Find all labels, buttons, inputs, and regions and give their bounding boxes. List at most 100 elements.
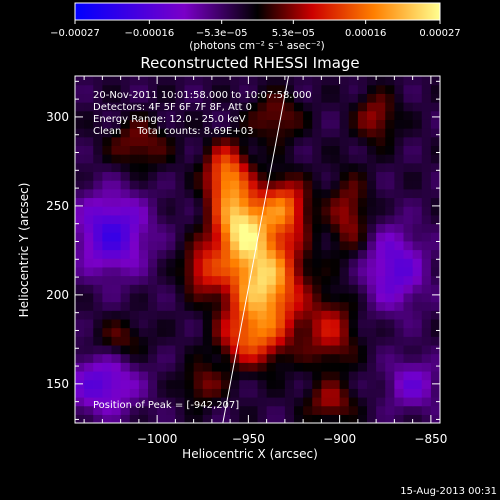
heatmap-cell [138, 388, 149, 398]
heatmap-cell [75, 344, 85, 355]
heatmap-cell [321, 154, 332, 164]
heatmap-cell [221, 110, 231, 120]
heatmap-cell [239, 388, 249, 398]
heatmap-cell [175, 266, 186, 277]
heatmap-cell [321, 102, 332, 112]
heatmap-cell [239, 128, 249, 138]
heatmap-cell [412, 336, 423, 346]
heatmap-cell [430, 301, 440, 311]
heatmap-cell [294, 232, 304, 242]
heatmap-cell [266, 327, 277, 337]
heatmap-cell [221, 214, 231, 225]
heatmap-cell [193, 396, 204, 407]
heatmap-cell [248, 353, 259, 363]
heatmap-cell [303, 119, 313, 129]
heatmap-cell [148, 93, 158, 103]
colorbar-tick-label: 0.00016 [345, 28, 386, 39]
heatmap-cell [367, 154, 377, 164]
heatmap-cell [239, 162, 249, 173]
heatmap-cell [376, 197, 386, 207]
heatmap-cell [339, 301, 350, 311]
heatmap-cell [403, 128, 414, 138]
colorbar-tick-label: −0.00027 [50, 28, 100, 39]
heatmap-cell [93, 76, 103, 86]
heatmap-cell [330, 119, 341, 129]
heatmap-cell [348, 396, 359, 407]
heatmap-cell [175, 258, 186, 268]
heatmap-cell [266, 171, 277, 181]
heatmap-cell [367, 171, 377, 181]
heatmap-cell [138, 266, 149, 277]
heatmap-cell [120, 188, 131, 199]
heatmap-cell [385, 318, 395, 329]
heatmap-cell [385, 414, 395, 423]
heatmap-cell [357, 414, 368, 423]
heatmap-cell [111, 154, 122, 164]
heatmap-cell [312, 266, 322, 277]
heatmap-cell [111, 370, 122, 381]
heatmap-cell [376, 162, 386, 173]
heatmap-cell [294, 197, 304, 207]
heatmap-cell [93, 110, 103, 120]
heatmap-cell [84, 206, 94, 216]
heatmap-cell [412, 136, 423, 146]
heatmap-cell [394, 188, 405, 199]
heatmap-cell [303, 344, 313, 355]
heatmap-cell [275, 171, 286, 181]
heatmap-cell [330, 154, 341, 164]
heatmap-cell [157, 197, 167, 207]
heatmap-cell [275, 388, 286, 398]
heatmap-cell [294, 362, 304, 372]
heatmap-cell [166, 93, 176, 103]
heatmap-cell [138, 102, 149, 112]
heatmap-cell [266, 275, 277, 285]
heatmap-cell [120, 336, 131, 346]
heatmap-cell [148, 310, 158, 320]
heatmap-cell [367, 240, 377, 251]
heatmap-cell [376, 119, 386, 129]
heatmap-cell [312, 188, 322, 199]
heatmap-cell [138, 292, 149, 303]
heatmap-cell [193, 370, 204, 381]
heatmap-cell [248, 344, 259, 355]
heatmap-cell [303, 110, 313, 120]
heatmap-cell [339, 93, 350, 103]
heatmap-cell [403, 379, 414, 389]
heatmap-cell [403, 396, 414, 407]
heatmap-cell [412, 76, 423, 86]
heatmap-cell [221, 206, 231, 216]
heatmap-cell [193, 275, 204, 285]
heatmap-cell [257, 180, 268, 190]
heatmap-cell [129, 379, 140, 389]
heatmap-cell [148, 284, 158, 294]
heatmap-cell [330, 396, 341, 407]
heatmap-cell [193, 405, 204, 415]
heatmap-cell [312, 162, 322, 173]
heatmap-cell [111, 336, 122, 346]
heatmap-cell [376, 154, 386, 164]
heatmap-cell [120, 214, 131, 225]
heatmap-cell [175, 353, 186, 363]
colorbar-scale [74, 2, 441, 21]
heatmap-cell [367, 405, 377, 415]
heatmap-cell [321, 258, 332, 268]
heatmap-cell [211, 405, 222, 415]
heatmap-cell [102, 136, 113, 146]
heatmap-cell [385, 353, 395, 363]
heatmap-cell [221, 93, 231, 103]
heatmap-cell [376, 379, 386, 389]
heatmap-cell [266, 344, 277, 355]
heatmap-cell [184, 301, 195, 311]
heatmap-cell [339, 154, 350, 164]
heatmap-cell [221, 284, 231, 294]
heatmap-cell [385, 84, 395, 94]
heatmap-cell [339, 327, 350, 337]
heatmap-cell [430, 396, 440, 407]
heatmap-cell [339, 119, 350, 129]
heatmap-cell [248, 336, 259, 346]
heatmap-cell [357, 336, 368, 346]
heatmap-cell [394, 171, 405, 181]
heatmap-cell [403, 318, 414, 329]
heatmap-cell [339, 102, 350, 112]
